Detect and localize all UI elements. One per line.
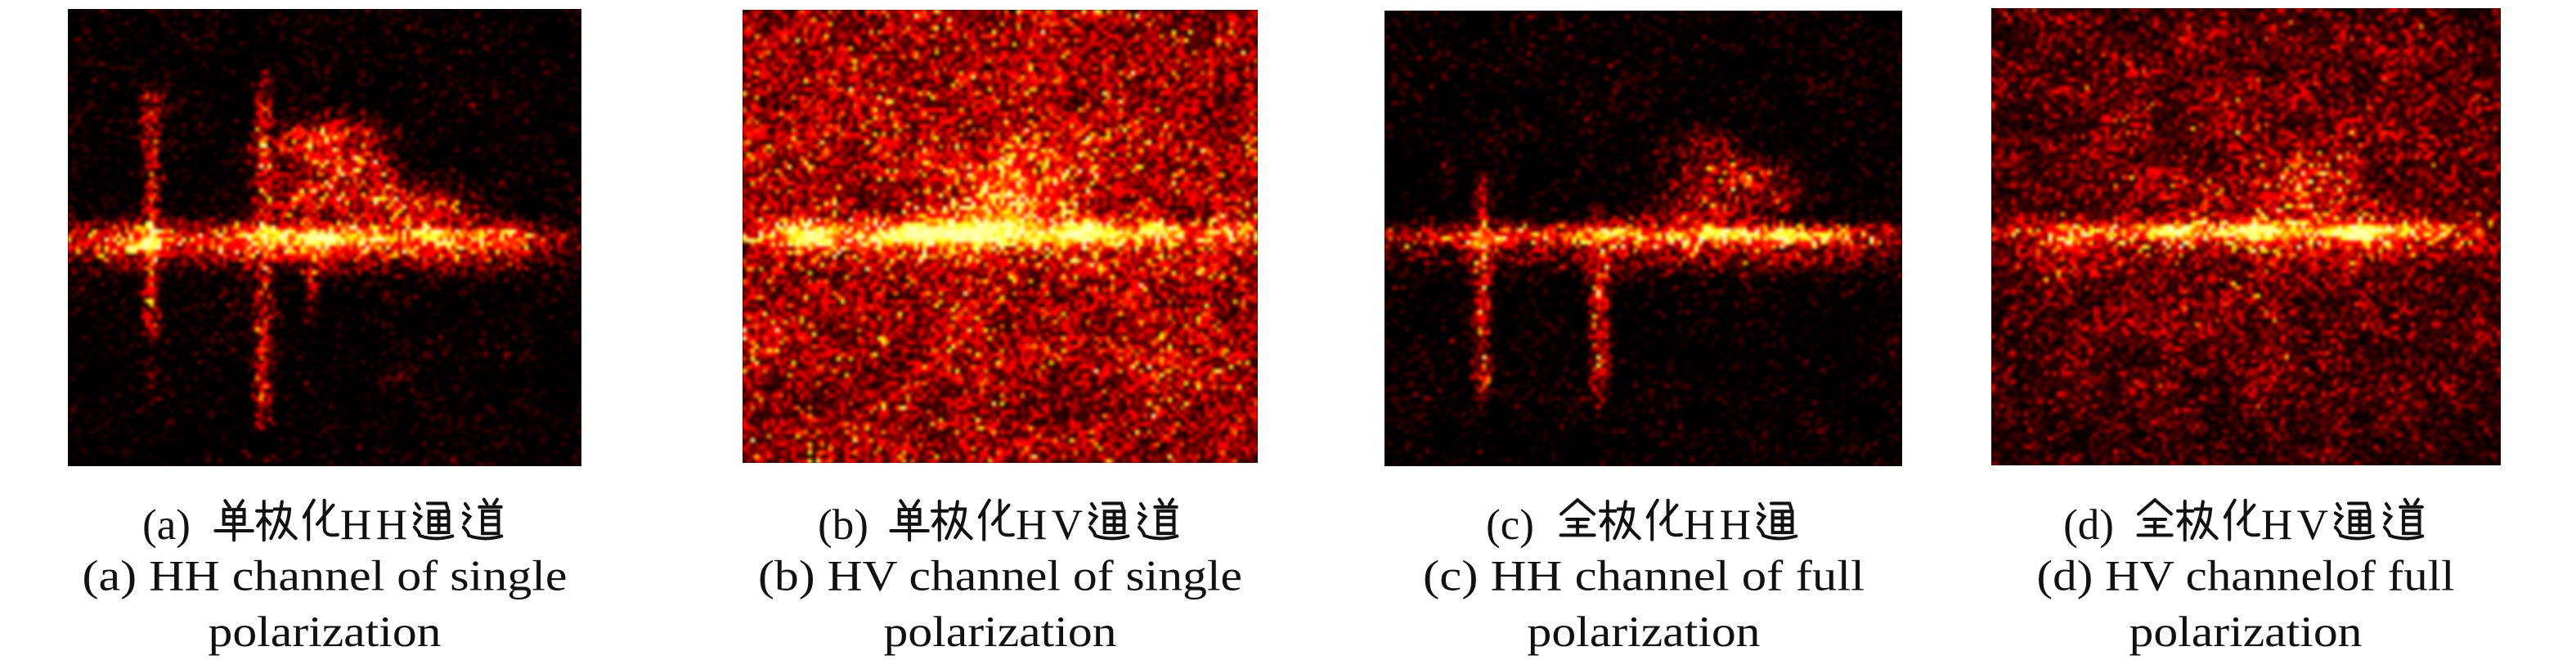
svg-text:HV: HV: [1016, 501, 1083, 549]
svg-text:HH: HH: [1684, 501, 1751, 549]
svg-text:(d): (d): [2063, 501, 2114, 549]
svg-text:(c) HH channel of full: (c) HH channel of full: [1423, 553, 1865, 600]
svg-text:HV: HV: [2261, 501, 2328, 549]
svg-text:polarization: polarization: [884, 608, 1117, 656]
svg-text:HH: HH: [340, 501, 407, 549]
svg-text:(b) HV channel of single: (b) HV channel of single: [758, 553, 1242, 600]
svg-text:(d) HV channelof full: (d) HV channelof full: [2037, 553, 2455, 600]
svg-text:(b): (b): [818, 501, 868, 549]
svg-text:polarization: polarization: [1528, 608, 1761, 656]
svg-text:(a) HH channel of single: (a) HH channel of single: [83, 553, 568, 600]
svg-text:(c): (c): [1486, 501, 1534, 549]
svg-text:(a): (a): [142, 501, 191, 549]
svg-text:polarization: polarization: [2129, 608, 2363, 656]
svg-text:polarization: polarization: [209, 608, 442, 656]
